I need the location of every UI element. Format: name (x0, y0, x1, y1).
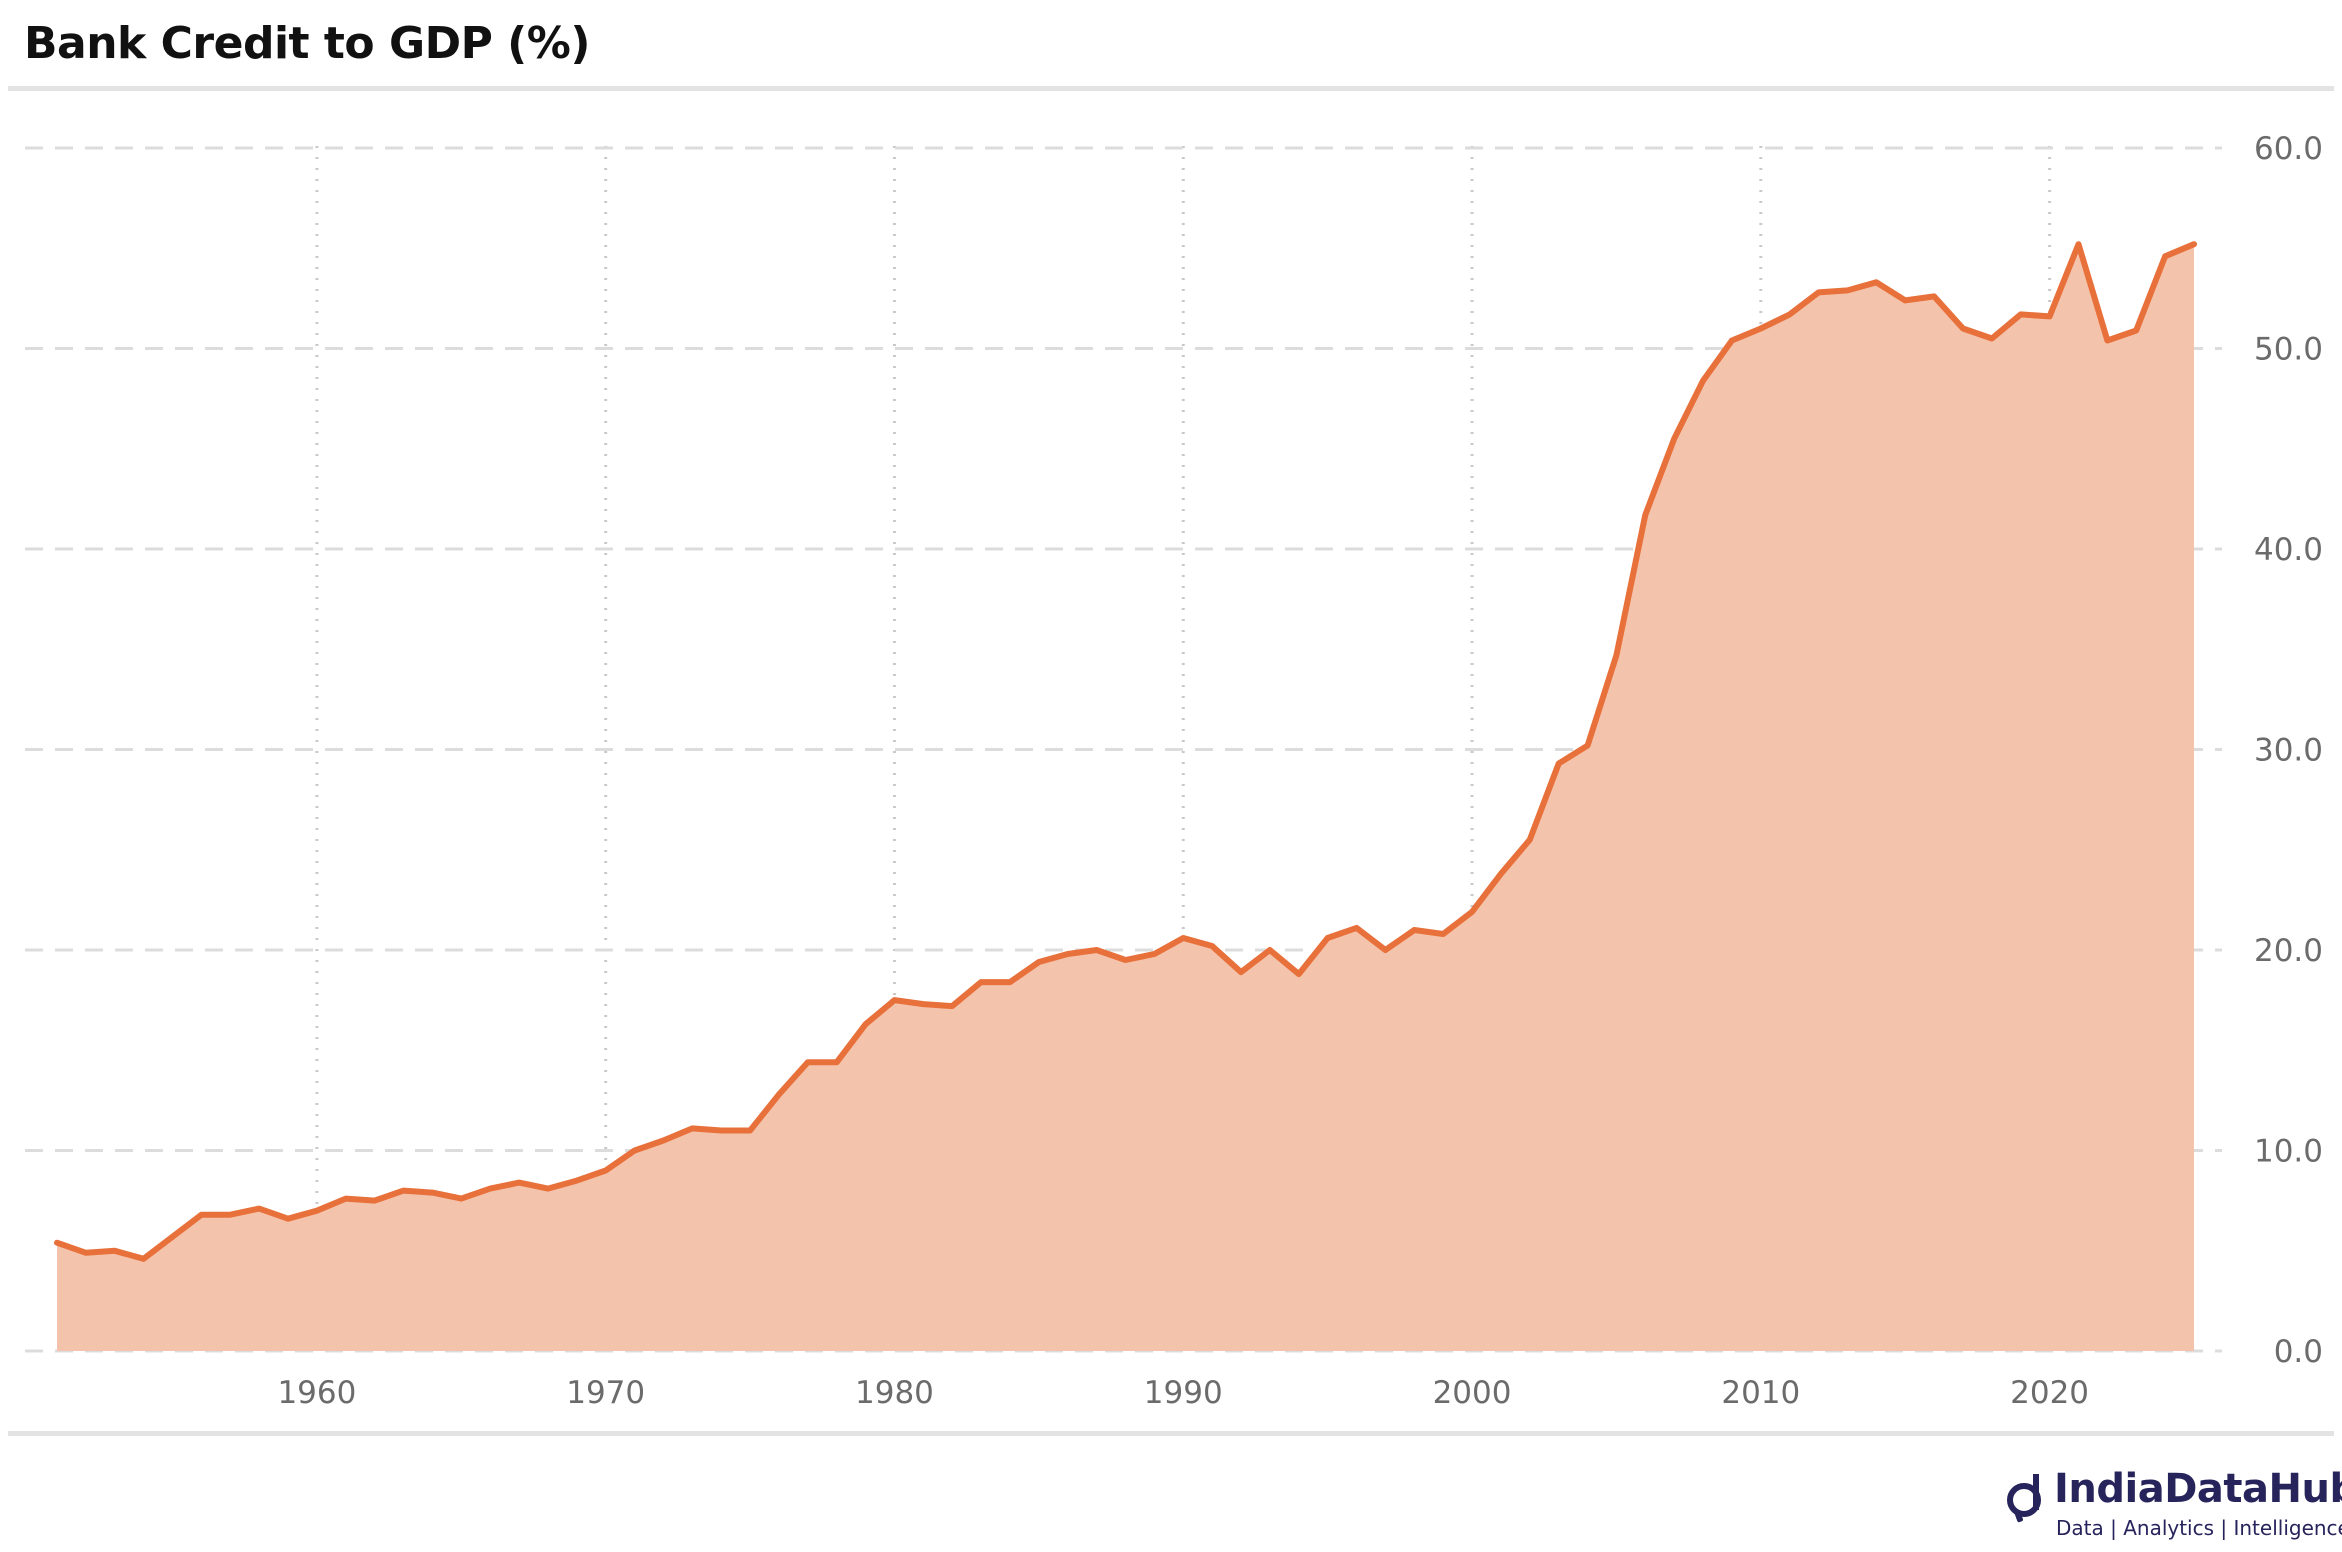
d-magnifier-logo-icon (2007, 1474, 2041, 1523)
y-tick-label: 20.0 (2254, 933, 2323, 969)
brand-tagline: Data | Analytics | Intelligence (2056, 1516, 2342, 1540)
y-tick-label: 0.0 (2274, 1334, 2323, 1370)
brand-logo-block: IndiaDataHub Data | Analytics | Intellig… (2002, 1466, 2342, 1542)
x-tick-label: 1990 (1144, 1375, 1223, 1411)
y-axis-tick-labels: 0.0 10.0 20.0 30.0 40.0 50.0 60.0 (2254, 131, 2323, 1370)
y-tick-label: 10.0 (2254, 1134, 2323, 1170)
x-axis-tick-labels: 1960 1970 1980 1990 2000 2010 2020 (277, 1375, 2089, 1411)
x-tick-label: 1960 (277, 1375, 356, 1411)
brand-name: IndiaDataHub (2054, 1466, 2342, 1512)
x-tick-label: 2020 (2010, 1375, 2089, 1411)
x-tick-label: 1980 (855, 1375, 934, 1411)
y-tick-label: 60.0 (2254, 131, 2323, 167)
top-divider (8, 86, 2334, 91)
bottom-divider (8, 1431, 2334, 1436)
y-tick-label: 30.0 (2254, 733, 2323, 769)
y-tick-label: 40.0 (2254, 532, 2323, 568)
x-tick-label: 2010 (1721, 1375, 1800, 1411)
x-tick-label: 2000 (1433, 1375, 1512, 1411)
chart-title: Bank Credit to GDP (%) (24, 18, 590, 69)
y-tick-label: 50.0 (2254, 332, 2323, 368)
x-tick-label: 1970 (566, 1375, 645, 1411)
series-area (57, 244, 2194, 1352)
series-line (54, 241, 2197, 1262)
